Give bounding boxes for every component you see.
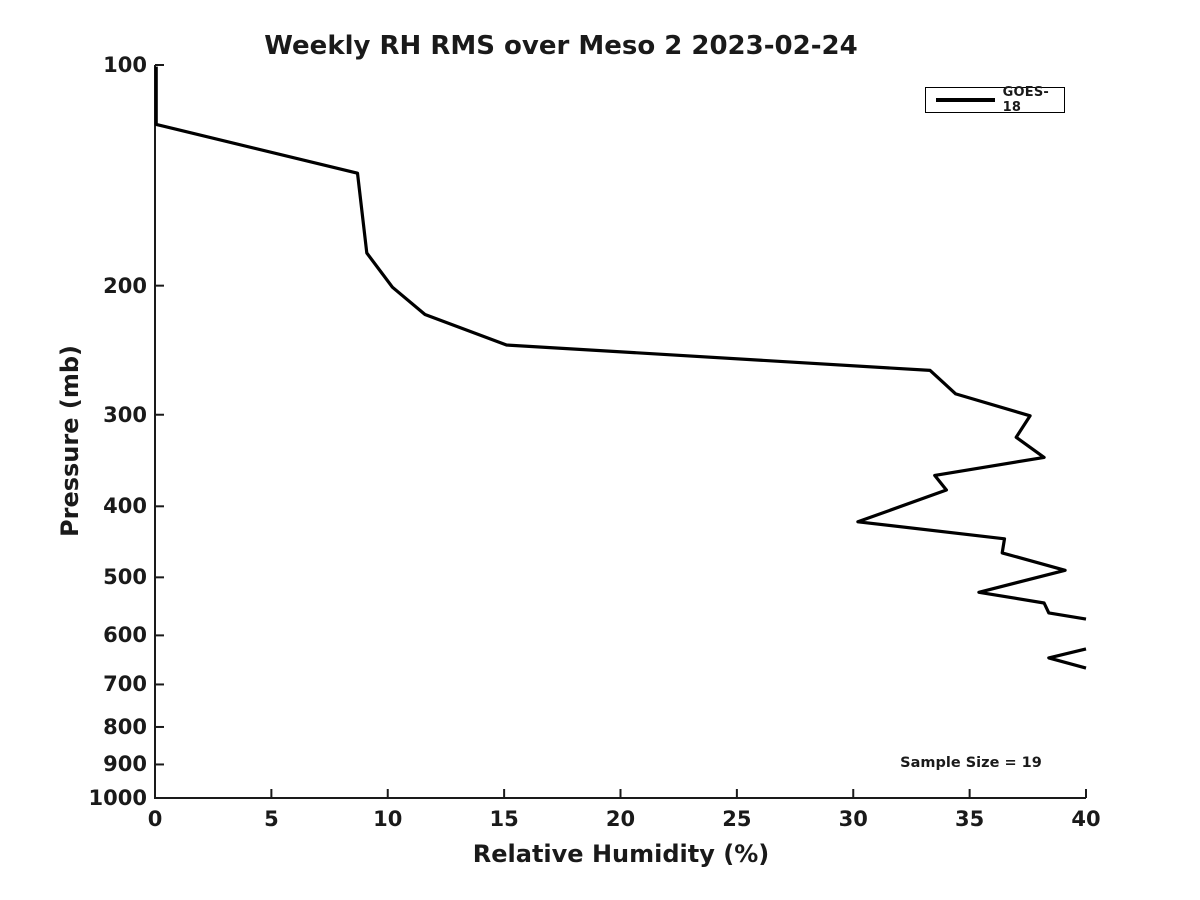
- y-tick-label-1000: 1000: [88, 786, 147, 810]
- sample-size-annotation: Sample Size = 19: [900, 755, 1042, 771]
- y-tick-label-600: 600: [103, 623, 147, 648]
- x-axis-label: Relative Humidity (%): [472, 840, 770, 868]
- y-tick-label-400: 400: [103, 494, 147, 519]
- y-tick-label-100: 100: [103, 53, 147, 77]
- y-tick-label-200: 200: [103, 273, 147, 298]
- legend-line-sample: [936, 98, 995, 102]
- y-tick-label-700: 700: [103, 672, 147, 697]
- x-tick-label-15: 15: [489, 807, 519, 831]
- x-tick-label-30: 30: [838, 807, 868, 831]
- chart-title: Weekly RH RMS over Meso 2 2023-02-24: [264, 31, 858, 61]
- y-tick-label-300: 300: [103, 402, 147, 427]
- x-tick-label-10: 10: [373, 807, 403, 831]
- x-tick-label-0: 0: [147, 807, 163, 831]
- x-tick-label-20: 20: [605, 807, 636, 831]
- x-tick-label-5: 5: [264, 807, 279, 831]
- y-tick-label-500: 500: [103, 565, 147, 590]
- series-goes-18-segment-2: [1047, 647, 1087, 670]
- y-tick-label-900: 900: [103, 752, 147, 777]
- x-tick-label-40: 40: [1071, 807, 1101, 831]
- legend: GOES-18: [925, 85, 1065, 115]
- x-tick-label-35: 35: [955, 807, 985, 831]
- legend-label: GOES-18: [1002, 85, 1050, 115]
- y-tick-label-800: 800: [103, 714, 147, 739]
- x-tick-label-25: 25: [722, 807, 752, 831]
- series-goes-18-segment-1: [154, 66, 1087, 621]
